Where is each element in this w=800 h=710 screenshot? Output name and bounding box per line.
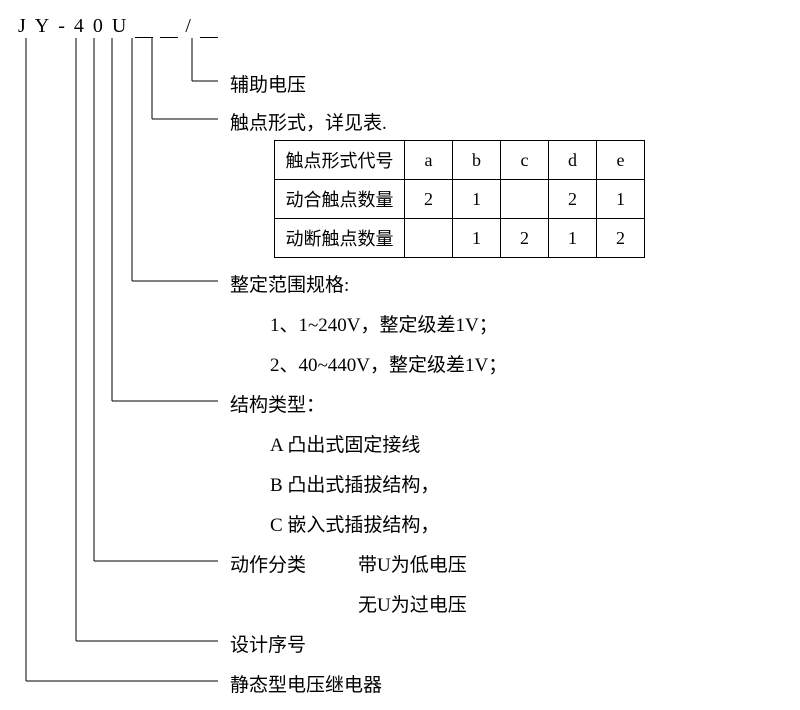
sublabel-setting_range_1: 1、1~240V，整定级差1V；	[270, 310, 498, 337]
label-action_class: 动作分类	[230, 550, 306, 577]
th-c: c	[501, 141, 549, 180]
r1-b: 1	[453, 180, 501, 219]
th-label: 触点形式代号	[275, 141, 405, 180]
r1-a: 2	[405, 180, 453, 219]
sublabel-action_u: 带U为低电压	[358, 550, 467, 577]
label-relay_type: 静态型电压继电器	[230, 670, 382, 697]
label-structure_type: 结构类型：	[230, 390, 325, 417]
table-header-row: 触点形式代号 a b c d e	[275, 141, 645, 180]
sublabel-structure_a: A 凸出式固定接线	[270, 430, 420, 457]
r2-e: 2	[597, 219, 645, 258]
th-e: e	[597, 141, 645, 180]
r1-c	[501, 180, 549, 219]
sublabel-setting_range_2: 2、40~440V，整定级差1V；	[270, 350, 507, 377]
r2-c: 2	[501, 219, 549, 258]
sublabel-structure_c: C 嵌入式插拔结构，	[270, 510, 439, 537]
r2-a	[405, 219, 453, 258]
th-b: b	[453, 141, 501, 180]
table-row: 动合触点数量 2 1 2 1	[275, 180, 645, 219]
th-a: a	[405, 141, 453, 180]
r1-label: 动合触点数量	[275, 180, 405, 219]
contact-form-table: 触点形式代号 a b c d e 动合触点数量 2 1 2 1 动断触点数量 1…	[274, 140, 645, 258]
r2-d: 1	[549, 219, 597, 258]
th-d: d	[549, 141, 597, 180]
label-aux_voltage: 辅助电压	[230, 70, 306, 97]
label-design_no: 设计序号	[230, 630, 306, 657]
table-row: 动断触点数量 1 2 1 2	[275, 219, 645, 258]
r1-e: 1	[597, 180, 645, 219]
sublabel-action_no_u: 无U为过电压	[358, 590, 467, 617]
label-setting_range: 整定范围规格:	[230, 270, 349, 297]
r2-label: 动断触点数量	[275, 219, 405, 258]
sublabel-structure_b: B 凸出式插拔结构，	[270, 470, 439, 497]
r2-b: 1	[453, 219, 501, 258]
r1-d: 2	[549, 180, 597, 219]
label-contact_form: 触点形式，详见表.	[230, 108, 387, 135]
